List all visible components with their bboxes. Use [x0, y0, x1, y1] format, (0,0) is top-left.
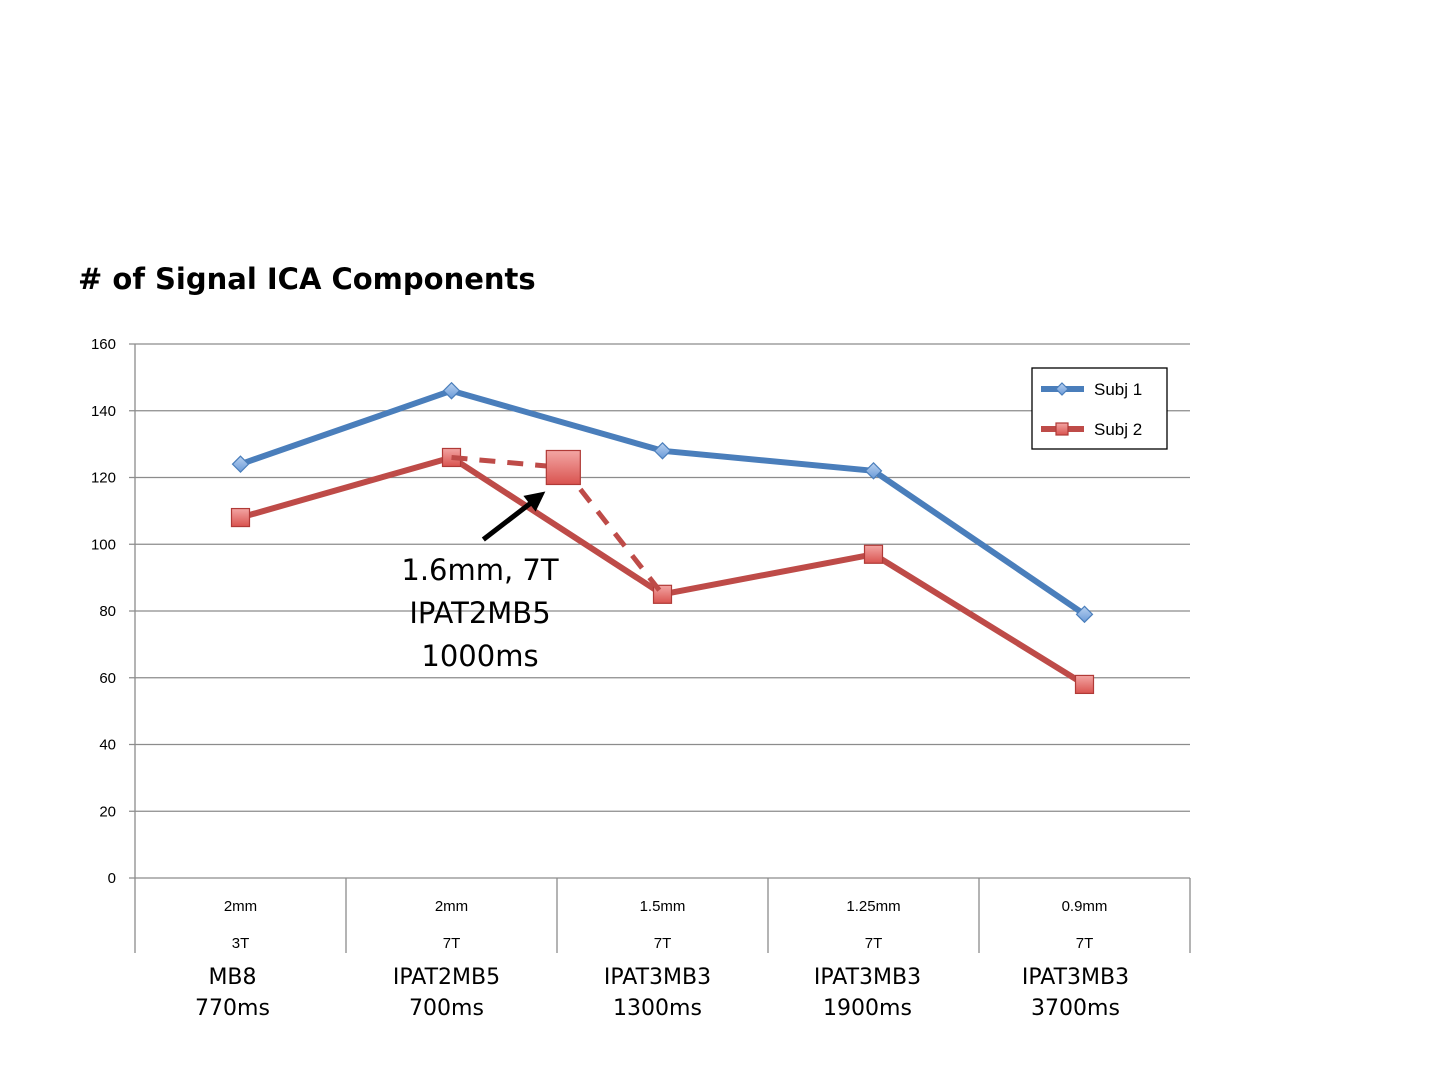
x-category-tr: 3700ms [1031, 996, 1120, 1021]
series-2-marker [230, 507, 251, 528]
legend-swatch-marker [1055, 422, 1069, 436]
x-category-field: 7T [654, 935, 672, 952]
extra-point-label: 1.6mm, 7T [401, 553, 559, 587]
series-line-2 [239, 454, 1087, 687]
legend-label: Subj 1 [1094, 380, 1142, 399]
x-category-sequence: IPAT3MB3 [814, 965, 921, 990]
x-category-resolution: 1.25mm [846, 898, 900, 915]
x-category-resolution: 2mm [224, 898, 257, 915]
x-category-sequence: MB8 [208, 965, 256, 990]
series-1-marker [231, 455, 250, 473]
y-tick-label: 0 [108, 870, 116, 887]
y-tick-label: 100 [91, 536, 116, 553]
series-1-marker [442, 381, 461, 400]
grid-lines [129, 343, 1190, 879]
series-2-marker [863, 544, 884, 564]
y-tick-label: 140 [91, 403, 116, 420]
extra-point-label: 1000ms [421, 639, 538, 673]
x-category-sequence: IPAT3MB3 [604, 965, 711, 990]
y-tick-label: 80 [99, 603, 116, 620]
series-1-marker [653, 441, 672, 460]
series-lines [230, 381, 1095, 695]
y-tick-label: 60 [99, 670, 116, 687]
extra-point-label: IPAT2MB5 [409, 596, 550, 630]
series-1-marker [1075, 605, 1094, 624]
x-category-resolution: 2mm [435, 898, 468, 915]
x-category-field: 7T [443, 935, 461, 952]
legend-box [1031, 367, 1168, 450]
x-category-field: 7T [865, 935, 883, 952]
series-line-1 [239, 387, 1087, 617]
y-tick-label: 20 [99, 803, 116, 820]
x-category-sequence: IPAT3MB3 [1022, 965, 1129, 990]
chart-title: # of Signal ICA Components [78, 262, 536, 296]
y-tick-labels: 0 20 40 60 80 100 120 140 160 [91, 336, 116, 887]
x-category-resolution: 1.5mm [640, 898, 686, 915]
x-category-tr: 770ms [195, 996, 270, 1021]
x-category-field: 3T [232, 935, 250, 952]
series-1-marker [864, 461, 883, 480]
x-category-tr: 700ms [409, 996, 484, 1021]
extra-point-marker [545, 449, 581, 486]
x-category-sequence: IPAT2MB5 [393, 965, 500, 990]
series-2-marker [1074, 674, 1095, 695]
y-tick-label: 40 [99, 737, 116, 754]
x-category-labels: 2mm 3T MB8 770ms 2mm 7T IPAT2MB5 700ms 1.5mm 7T IP… [195, 898, 1129, 1021]
x-category-resolution: 0.9mm [1062, 898, 1108, 915]
legend-label: Subj 2 [1094, 420, 1142, 439]
extra-point-annotation: 1.6mm, 7T IPAT2MB5 1000ms [401, 449, 665, 673]
y-tick-label: 160 [91, 336, 116, 353]
legend-swatch-marker [1055, 382, 1069, 396]
y-tick-label: 120 [91, 470, 116, 487]
x-category-tr: 1900ms [823, 996, 912, 1021]
axes [134, 344, 1191, 953]
legend: Subj 1 Subj 2 [1031, 367, 1168, 450]
annotation-arrow-head [523, 491, 546, 512]
x-category-tr: 1300ms [613, 996, 702, 1021]
x-category-field: 7T [1076, 935, 1094, 952]
